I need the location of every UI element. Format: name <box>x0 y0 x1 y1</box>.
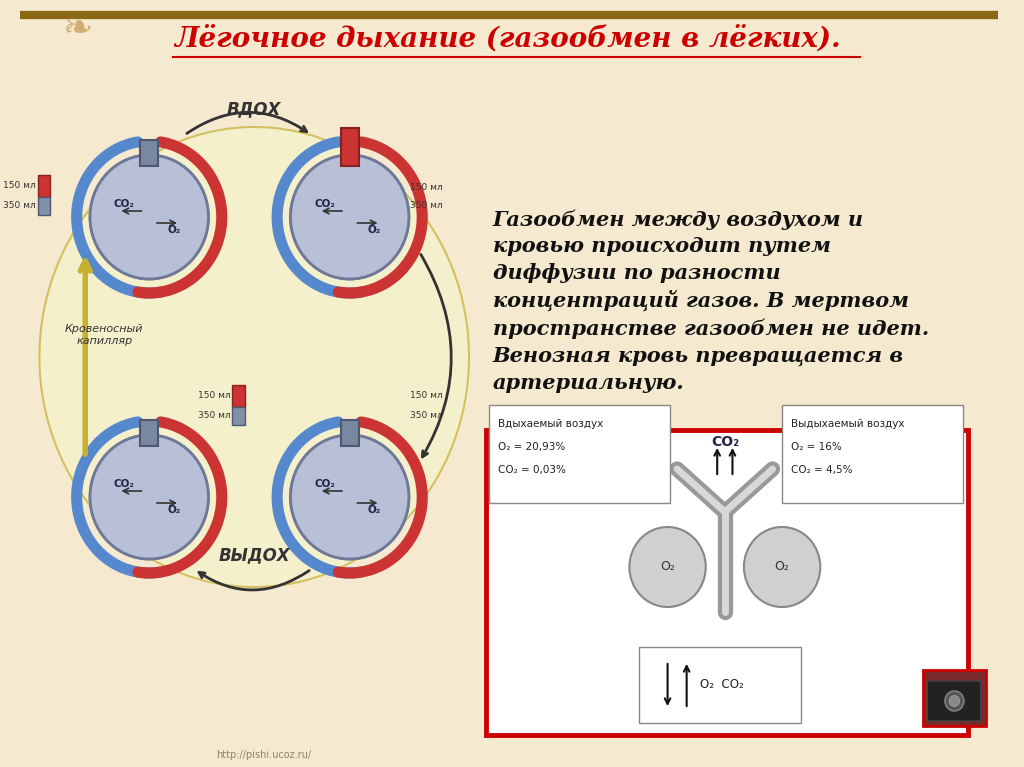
Text: Кровеносный
капилляр: Кровеносный капилляр <box>66 324 143 346</box>
Bar <box>38 197 50 215</box>
Circle shape <box>90 155 209 279</box>
Text: O₂  CO₂: O₂ CO₂ <box>700 679 743 692</box>
Text: O₂: O₂ <box>368 225 381 235</box>
Text: 150 мл: 150 мл <box>198 390 230 400</box>
Bar <box>232 385 245 407</box>
Text: O₂ = 20,93%: O₂ = 20,93% <box>498 442 565 452</box>
Text: ❧: ❧ <box>62 12 93 46</box>
Text: ВДОХ: ВДОХ <box>227 100 282 118</box>
Circle shape <box>743 527 820 607</box>
Text: CO₂: CO₂ <box>314 199 335 209</box>
FancyBboxPatch shape <box>924 670 986 726</box>
Circle shape <box>630 527 706 607</box>
Bar <box>140 140 159 166</box>
Circle shape <box>90 155 209 279</box>
Circle shape <box>90 435 209 559</box>
FancyBboxPatch shape <box>782 405 964 503</box>
Text: CO₂ = 0,03%: CO₂ = 0,03% <box>498 465 565 475</box>
Text: http://pishi.ucoz.ru/: http://pishi.ucoz.ru/ <box>216 750 311 760</box>
Text: CO₂: CO₂ <box>314 479 335 489</box>
Text: 150 мл: 150 мл <box>3 180 36 189</box>
FancyBboxPatch shape <box>639 647 801 723</box>
Bar <box>140 420 159 446</box>
Text: CO₂ = 4,5%: CO₂ = 4,5% <box>791 465 852 475</box>
Circle shape <box>291 435 409 559</box>
Circle shape <box>945 691 964 711</box>
FancyBboxPatch shape <box>489 405 671 503</box>
Text: Вдыхаемый воздух: Вдыхаемый воздух <box>498 419 603 429</box>
Bar <box>38 175 50 197</box>
Text: CO₂: CO₂ <box>114 479 135 489</box>
Text: CO₂: CO₂ <box>114 199 135 209</box>
Text: 350 мл: 350 мл <box>3 200 36 209</box>
Bar <box>232 407 245 425</box>
Text: O₂: O₂ <box>167 505 180 515</box>
Bar <box>341 420 358 446</box>
Text: Выдыхаемый воздух: Выдыхаемый воздух <box>791 419 904 429</box>
Text: Газообмен между воздухом и
кровью происходит путем
диффузии по разности
концентр: Газообмен между воздухом и кровью происх… <box>493 209 929 393</box>
Circle shape <box>949 696 959 706</box>
Ellipse shape <box>40 127 469 587</box>
Text: O₂: O₂ <box>775 561 790 574</box>
Circle shape <box>291 155 409 279</box>
Text: O₂ = 16%: O₂ = 16% <box>791 442 842 452</box>
Text: ВЫДОХ: ВЫДОХ <box>218 546 290 564</box>
Circle shape <box>291 155 409 279</box>
Text: CO₂: CO₂ <box>711 435 739 449</box>
Text: 150 мл: 150 мл <box>410 183 442 192</box>
Circle shape <box>90 435 209 559</box>
Text: O₂: O₂ <box>167 225 180 235</box>
Bar <box>341 128 358 166</box>
FancyBboxPatch shape <box>486 430 969 735</box>
Circle shape <box>291 435 409 559</box>
Text: O₂: O₂ <box>660 561 675 574</box>
Text: O₂: O₂ <box>368 505 381 515</box>
Text: 350 мл: 350 мл <box>410 410 442 420</box>
Text: Лёгочное дыхание (газообмен в лёгких).: Лёгочное дыхание (газообмен в лёгких). <box>174 25 841 53</box>
Text: 350 мл: 350 мл <box>198 410 230 420</box>
Text: 150 мл: 150 мл <box>410 390 442 400</box>
FancyBboxPatch shape <box>927 681 981 721</box>
Text: 350 мл: 350 мл <box>410 200 442 209</box>
